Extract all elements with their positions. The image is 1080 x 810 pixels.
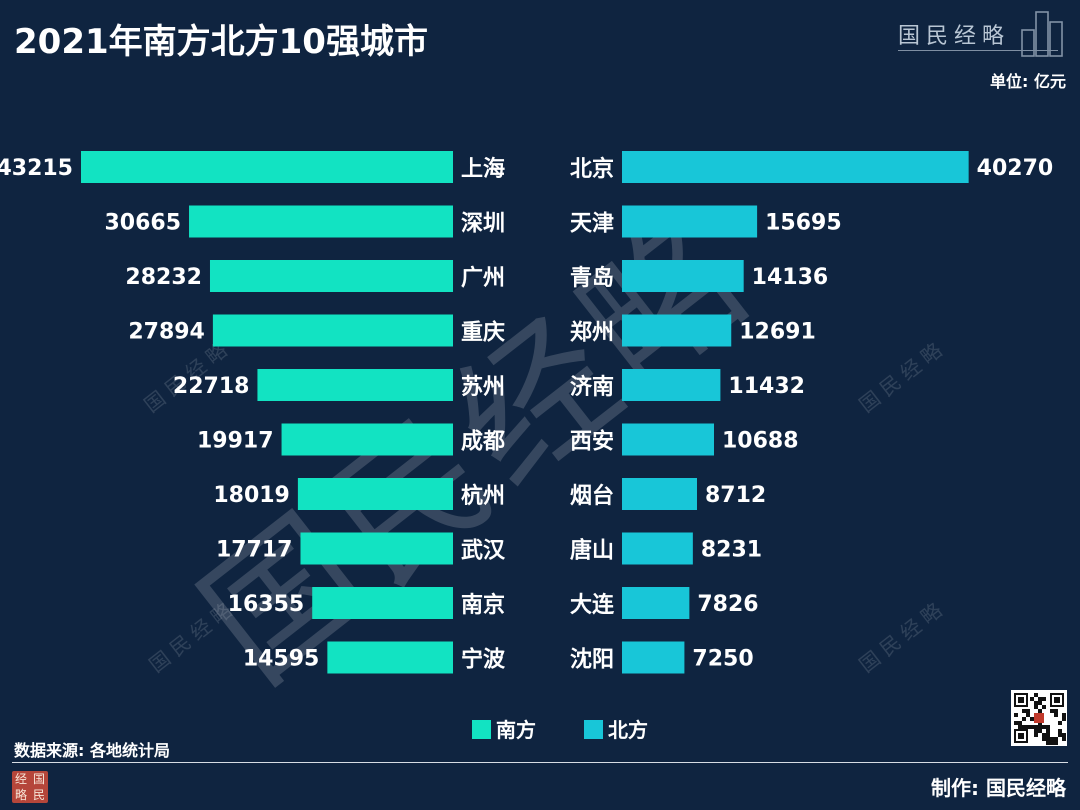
category-label-north-6: 烟台 [570, 483, 614, 509]
bar-north-3 [622, 314, 732, 347]
unit-label: 单位: 亿元 [990, 72, 1066, 91]
value-label-south-8: 16355 [228, 592, 305, 617]
bar-chart: 43215 上海 30665 深圳 28232 广州 27894 重庆 22718 苏州 19917… [0, 151, 1054, 674]
value-label-south-7: 17717 [216, 538, 293, 563]
seal-stamp: 经 国 略 民 [12, 771, 48, 803]
value-label-north-3: 12691 [739, 320, 816, 345]
bar-north-0 [622, 151, 969, 183]
qr-code [1011, 690, 1067, 746]
value-label-north-1: 15695 [765, 211, 842, 236]
category-label-south-4: 苏州 [461, 374, 505, 400]
category-label-south-9: 宁波 [461, 647, 506, 673]
data-source: 数据来源: 各地统计局 [14, 741, 170, 760]
seal-char: 略 [14, 788, 27, 802]
category-label-south-0: 上海 [461, 156, 505, 182]
bar-south-3 [212, 314, 453, 347]
value-label-north-6: 8712 [705, 483, 766, 508]
value-label-south-3: 27894 [128, 320, 205, 345]
value-label-south-6: 18019 [213, 483, 290, 508]
category-label-north-7: 唐山 [570, 538, 614, 564]
bar-north-9 [622, 641, 685, 674]
value-label-north-2: 14136 [752, 265, 829, 290]
value-label-north-8: 7826 [697, 592, 758, 617]
bar-north-5 [622, 423, 715, 456]
bar-south-4 [257, 369, 453, 401]
bar-north-7 [622, 532, 693, 565]
legend-item-south: 南方 [472, 714, 536, 743]
value-label-south-1: 30665 [104, 211, 181, 236]
legend-swatch-north [584, 720, 603, 739]
brand-name: 国民经略 [898, 24, 1011, 49]
brand-logo: 国民经略 [898, 11, 1066, 57]
value-label-north-7: 8231 [701, 538, 762, 563]
category-label-north-4: 济南 [570, 374, 614, 400]
value-label-north-9: 7250 [692, 647, 753, 672]
category-label-north-9: 沈阳 [570, 648, 614, 673]
credit: 制作: 国民经略 [931, 776, 1066, 800]
qr-code-icon [1014, 693, 1066, 745]
bar-north-4 [622, 369, 721, 401]
seal-char: 国 [32, 772, 45, 786]
category-label-south-6: 杭州 [461, 483, 505, 509]
bar-north-8 [622, 587, 690, 619]
category-label-south-8: 南京 [461, 592, 505, 618]
category-label-north-0: 北京 [570, 156, 614, 182]
category-label-south-2: 广州 [461, 265, 505, 291]
category-label-north-8: 大连 [570, 592, 615, 618]
legend-item-north: 北方 [584, 714, 648, 743]
bar-north-1 [622, 205, 758, 238]
chart-title: 2021年南方北方10强城市 [14, 22, 428, 62]
building-icon [1021, 11, 1063, 57]
bar-south-8 [312, 587, 453, 619]
value-label-south-2: 28232 [125, 265, 202, 290]
value-label-south-9: 14595 [243, 647, 320, 672]
bar-south-7 [300, 532, 453, 565]
category-label-south-5: 成都 [461, 430, 505, 455]
bar-north-2 [622, 260, 744, 292]
bar-south-2 [209, 260, 453, 292]
bar-south-9 [327, 641, 453, 674]
bar-south-0 [81, 151, 453, 183]
category-label-north-3: 郑州 [570, 321, 614, 346]
category-label-south-7: 武汉 [461, 539, 506, 564]
category-label-north-2: 青岛 [570, 265, 614, 291]
category-label-north-5: 西安 [570, 429, 614, 455]
seal-char: 民 [32, 788, 45, 802]
bar-south-1 [189, 205, 454, 238]
bar-south-5 [281, 423, 453, 456]
legend-label-north: 北方 [608, 718, 648, 742]
legend-swatch-south [472, 720, 491, 739]
category-label-north-1: 天津 [570, 211, 614, 237]
brand-underline [898, 50, 1058, 51]
value-label-south-4: 22718 [173, 374, 250, 399]
value-label-north-0: 40270 [977, 156, 1054, 181]
value-label-north-4: 11432 [728, 374, 805, 399]
footer-divider [12, 762, 1068, 763]
bar-south-6 [297, 478, 453, 510]
seal-char: 经 [14, 772, 27, 786]
value-label-south-0: 43215 [0, 156, 73, 181]
category-label-south-3: 重庆 [461, 320, 505, 346]
value-label-south-5: 19917 [197, 429, 274, 454]
legend-label-south: 南方 [496, 718, 536, 742]
bar-north-6 [622, 478, 697, 510]
value-label-north-5: 10688 [722, 429, 799, 454]
category-label-south-1: 深圳 [461, 212, 505, 237]
